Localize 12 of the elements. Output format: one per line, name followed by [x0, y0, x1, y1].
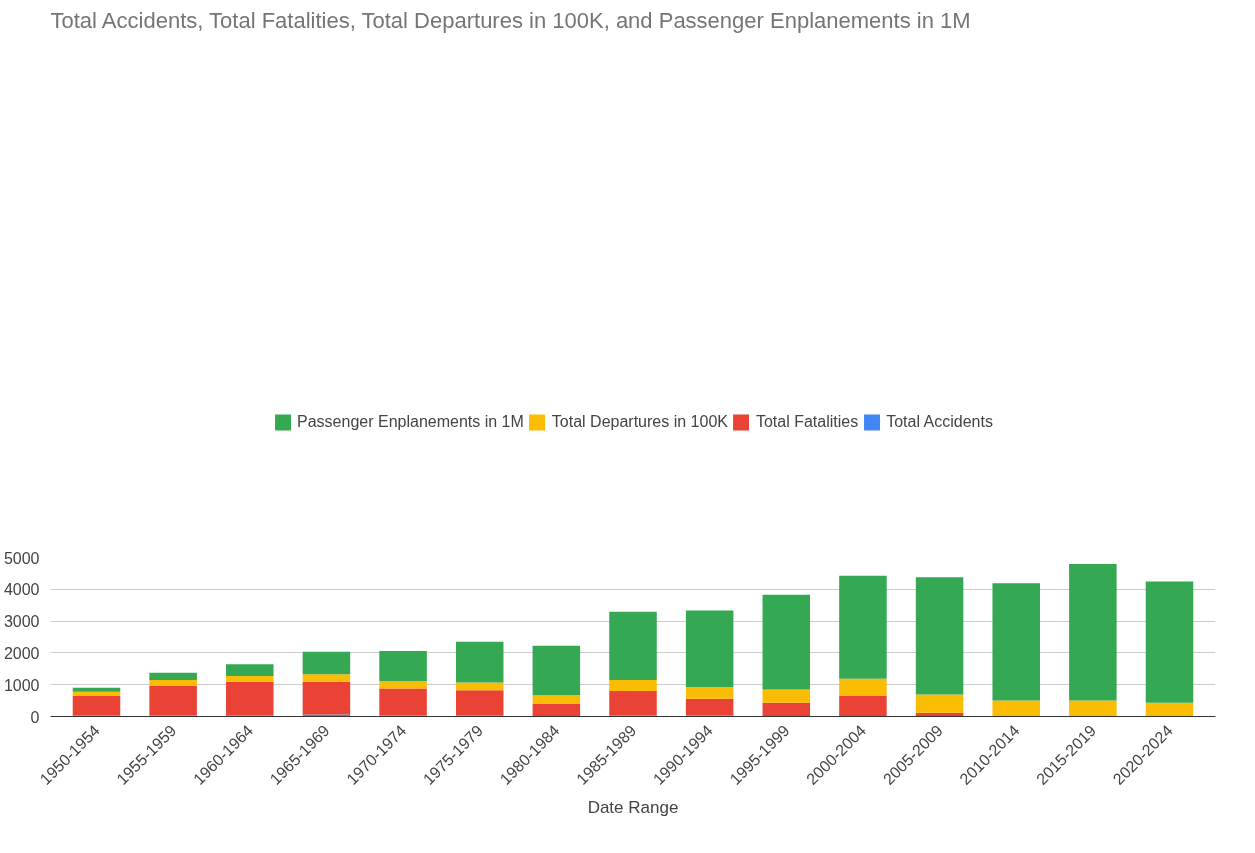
y-tick-label: 2000	[3, 644, 40, 662]
y-tick-label: 3000	[3, 613, 40, 631]
x-axis-title: Date Range	[587, 798, 679, 818]
legend-label: Total Fatalities	[755, 413, 859, 431]
y-tick-label: 1000	[3, 676, 40, 694]
y-tick-label: 0	[30, 708, 40, 726]
legend-label: Total Departures in 100K	[551, 413, 728, 431]
y-tick-label: 5000	[3, 549, 40, 567]
chart-title: Total Accidents, Total Fatalities, Total Departures in 100K, and Passenger Enplanements in 1M	[50, 7, 971, 33]
legend-label: Total Accidents	[886, 413, 993, 431]
y-tick-label: 4000	[3, 581, 40, 599]
legend-label: Passenger Enplanements in 1M	[297, 413, 524, 431]
